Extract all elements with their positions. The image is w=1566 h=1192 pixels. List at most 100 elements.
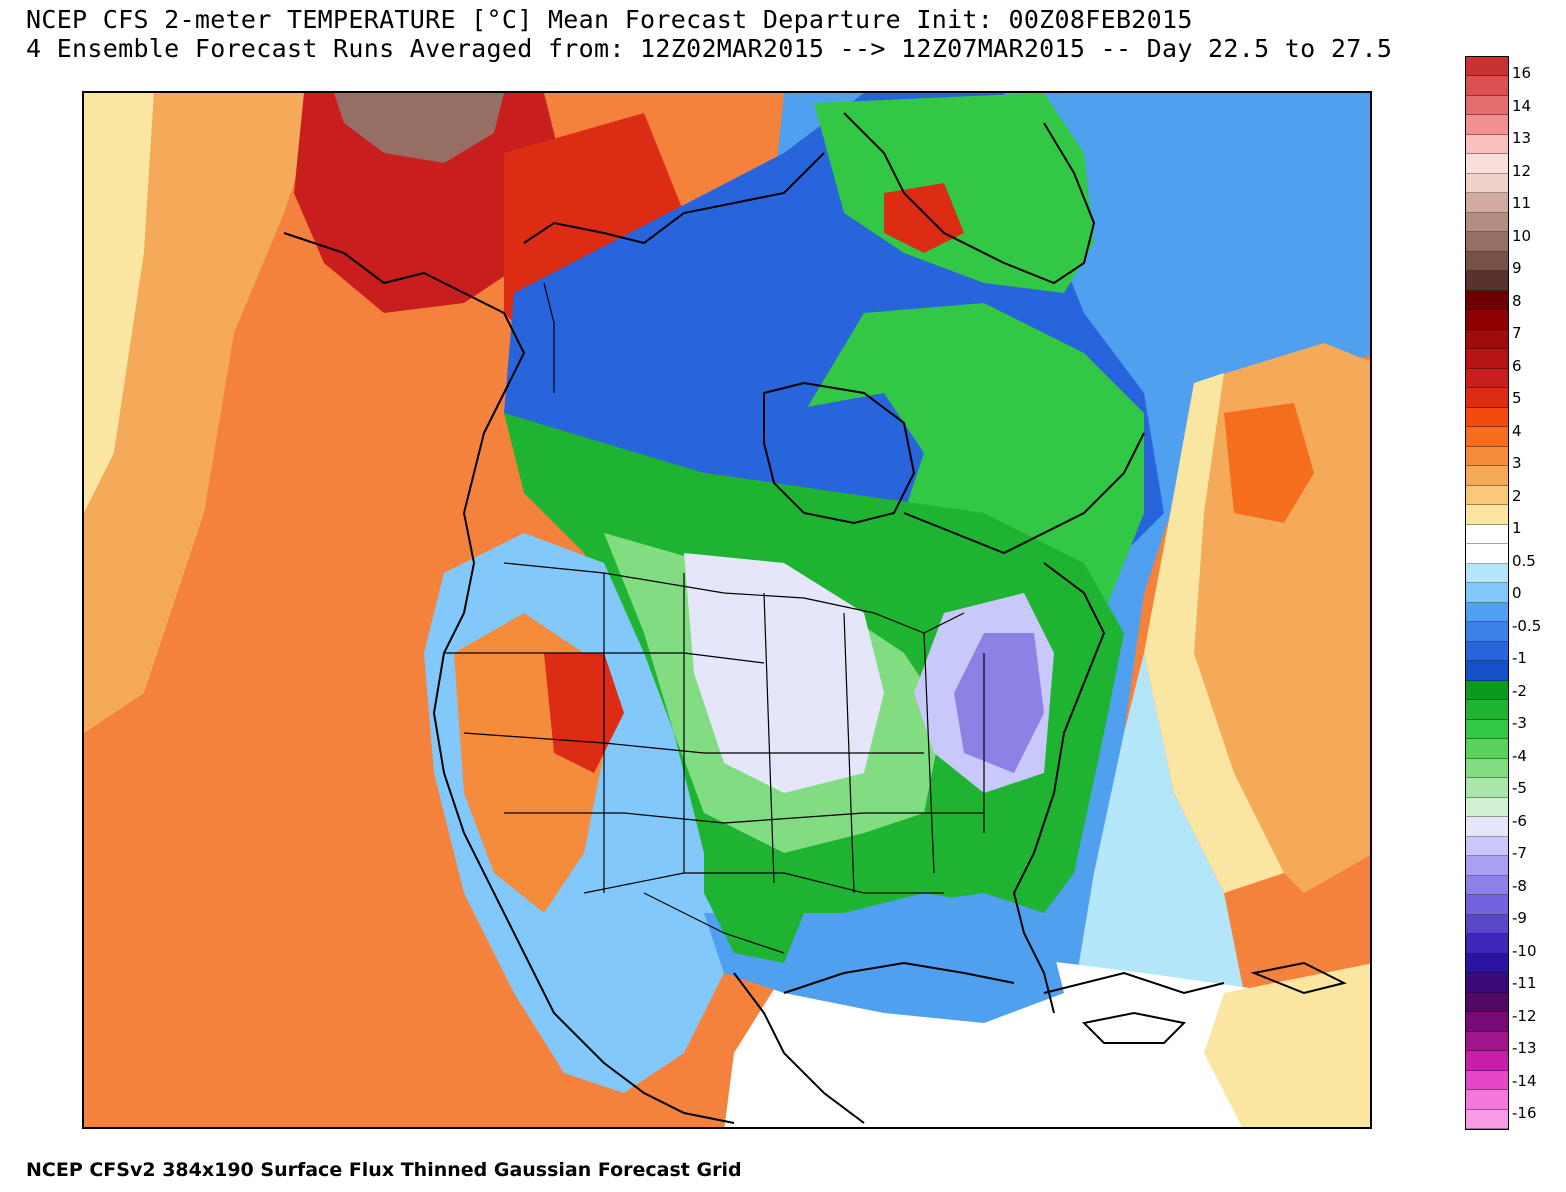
legend-swatch (1466, 1090, 1508, 1110)
legend-swatch (1466, 563, 1508, 584)
legend-tick-label: 6 (1512, 356, 1522, 375)
legend-swatch (1466, 1070, 1508, 1090)
legend-swatch (1466, 602, 1508, 623)
legend-swatch (1466, 524, 1508, 545)
legend-swatch (1466, 778, 1508, 798)
legend-swatch (1466, 95, 1508, 116)
legend-swatch (1466, 992, 1508, 1013)
legend-swatch (1466, 505, 1508, 525)
legend-swatch (1466, 329, 1508, 350)
legend-swatch (1466, 1051, 1508, 1071)
legend-tick-label: 9 (1512, 259, 1522, 277)
caribbean-yellow (1204, 963, 1370, 1127)
legend-swatch (1466, 115, 1508, 135)
legend-tick-label: 16 (1512, 64, 1532, 82)
legend-swatch (1466, 1031, 1508, 1052)
legend-tick-label: -7 (1512, 844, 1527, 862)
legend-tick-label: -0.5 (1512, 616, 1542, 635)
legend-swatch (1466, 271, 1508, 291)
legend-tick-label: 0.5 (1512, 551, 1536, 570)
legend-swatch (1466, 719, 1508, 740)
legend-swatch (1466, 700, 1508, 720)
legend-tick-label: -12 (1512, 1006, 1537, 1025)
legend-tick-label: 10 (1512, 226, 1532, 245)
map-title-line-1: NCEP CFS 2-meter TEMPERATURE [°C] Mean F… (26, 5, 1193, 34)
legend-swatch (1466, 583, 1508, 603)
legend-swatch (1466, 661, 1508, 681)
legend-tick-label: -1 (1512, 649, 1527, 667)
alaska-hot-spot (294, 93, 564, 313)
legend-swatch (1466, 446, 1508, 467)
legend-swatch (1466, 680, 1508, 701)
legend-swatch (1466, 914, 1508, 935)
legend-swatch (1466, 544, 1508, 564)
alaska-brown-core (334, 93, 504, 163)
legend-tick-label: -4 (1512, 746, 1527, 765)
legend-tick-label: 11 (1512, 194, 1532, 212)
greenland-green (814, 93, 1094, 293)
legend-tick-label: 2 (1512, 486, 1522, 505)
temperature-anomaly-map (82, 91, 1372, 1129)
legend-swatch (1466, 193, 1508, 213)
northeast-purple-core (954, 633, 1044, 773)
legend-tick-label: 0 (1512, 584, 1522, 602)
legend-swatch (1466, 251, 1508, 272)
greenland-red (884, 183, 964, 253)
legend-swatch (1466, 310, 1508, 330)
legend-tick-label: -13 (1512, 1039, 1537, 1057)
legend-swatch (1466, 368, 1508, 389)
legend-tick-label: -10 (1512, 941, 1537, 960)
legend-swatch (1466, 388, 1508, 408)
grid-description-footer: NCEP CFSv2 384x190 Surface Flux Thinned … (26, 1159, 742, 1181)
legend-swatch (1466, 895, 1508, 915)
legend-swatch (1466, 953, 1508, 974)
legend-tick-label: 7 (1512, 324, 1522, 342)
legend-swatch (1466, 427, 1508, 447)
legend-tick-label: 5 (1512, 389, 1522, 407)
political-borders (444, 282, 985, 954)
legend-tick-label: -14 (1512, 1071, 1537, 1090)
legend-swatch (1466, 407, 1508, 428)
legend-swatch (1466, 349, 1508, 369)
pacific-edge-orange (84, 93, 324, 733)
legend-swatch (1466, 173, 1508, 194)
legend-tick-label: -6 (1512, 811, 1527, 830)
legend-swatch (1466, 154, 1508, 174)
legend-tick-label: 8 (1512, 291, 1522, 310)
legend-tick-label: 12 (1512, 161, 1532, 180)
legend-tick-label: -16 (1512, 1104, 1537, 1122)
legend-tick-label: 1 (1512, 519, 1522, 537)
legend-swatch (1466, 934, 1508, 954)
legend-tick-label: 13 (1512, 129, 1532, 147)
legend-tick-label: -9 (1512, 909, 1527, 927)
legend-swatch (1466, 856, 1508, 876)
legend-tick-label: -11 (1512, 974, 1537, 992)
map-title-line-2: 4 Ensemble Forecast Runs Averaged from: … (26, 34, 1393, 63)
legend-swatch (1466, 466, 1508, 486)
legend-tick-label: 4 (1512, 421, 1522, 440)
legend-tick-label: -8 (1512, 876, 1527, 895)
legend-swatch (1466, 290, 1508, 311)
legend-tick-label: -5 (1512, 779, 1527, 797)
legend-swatch (1466, 875, 1508, 896)
legend-swatch (1466, 76, 1508, 96)
legend-swatch (1466, 817, 1508, 837)
legend-swatch (1466, 1012, 1508, 1032)
legend-swatch (1466, 57, 1508, 77)
coastlines (283, 112, 1347, 1124)
legend-swatch (1466, 232, 1508, 252)
pacific-edge-yellow (84, 93, 154, 513)
legend-swatch (1466, 758, 1508, 779)
legend-tick-label: 3 (1512, 454, 1522, 472)
legend-swatch (1466, 836, 1508, 857)
legend-swatch (1466, 485, 1508, 506)
legend-tick-label: -2 (1512, 681, 1527, 700)
atlantic-yellow (1144, 373, 1284, 893)
mexico-green (704, 813, 804, 963)
legend-tick-label: -3 (1512, 714, 1527, 732)
atlantic-warm-anomaly (1174, 343, 1370, 893)
legend-swatch (1466, 1109, 1508, 1129)
legend-swatch (1466, 134, 1508, 155)
midwest-cold-core (684, 553, 884, 793)
legend-swatch (1466, 212, 1508, 233)
